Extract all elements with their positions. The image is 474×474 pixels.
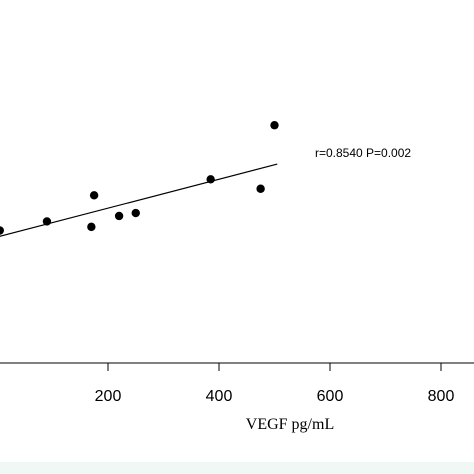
data-point (114, 211, 124, 221)
data-point (42, 217, 52, 226)
correlation-annotation: r=0.8540 P=0.002 (315, 146, 411, 160)
data-point (89, 191, 99, 200)
x-tick-label: 800 (428, 388, 455, 405)
data-points (0, 121, 279, 235)
x-tick-label: 600 (317, 388, 344, 405)
regression-line-group (0, 163, 278, 237)
x-tick-label: 200 (95, 388, 122, 405)
data-point (87, 222, 96, 232)
footer-band (0, 462, 474, 474)
x-axis-title: VEGF pg/mL (246, 416, 334, 433)
x-axis-ticks: 200 400 600 800 (95, 363, 455, 405)
data-point (131, 208, 140, 218)
data-point (256, 184, 265, 193)
x-tick-label: 400 (206, 388, 233, 405)
data-point (206, 175, 215, 184)
data-point (270, 121, 279, 130)
regression-line (0, 163, 278, 237)
data-point (0, 226, 4, 235)
